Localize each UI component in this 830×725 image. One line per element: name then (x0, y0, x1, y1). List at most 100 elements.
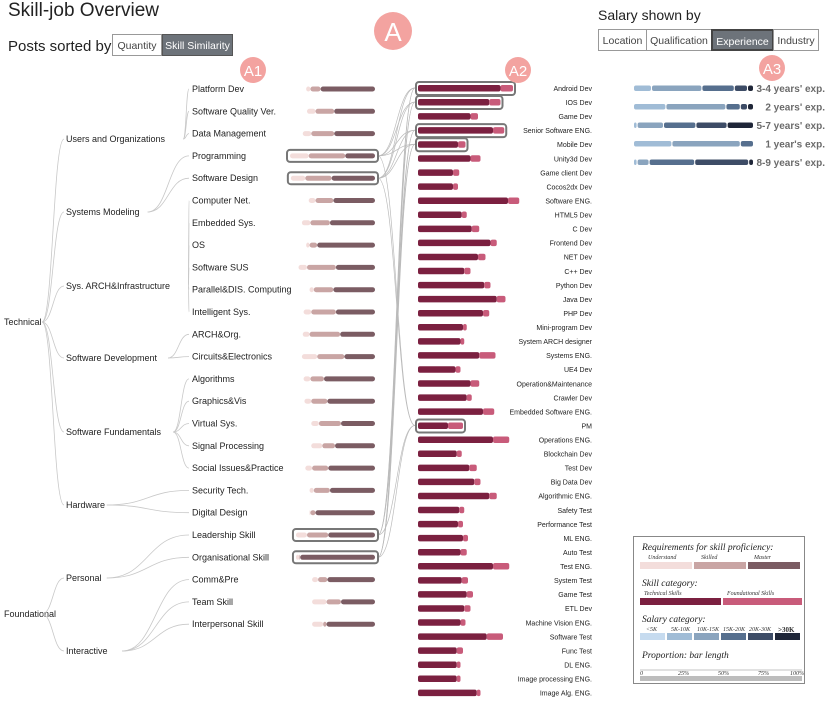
legend-salary-5: >30K (778, 626, 795, 634)
job-bar-foundational (456, 450, 462, 458)
job-bar-technical (418, 408, 483, 415)
tree-link (172, 431, 190, 469)
job-bar-foundational (490, 239, 497, 247)
skill-bar-skilled (318, 577, 328, 583)
legend-salary-swatch (775, 633, 800, 640)
skill-label: Organisational Skill (192, 552, 269, 562)
skill-bar-master (315, 510, 375, 516)
job-bar-foundational (455, 366, 461, 373)
tree-link (182, 88, 190, 140)
tree-link (41, 285, 65, 323)
skill-bar-master (340, 331, 375, 337)
salary-row-label: 2 years' exp. (765, 103, 825, 114)
tree-branch-label: Software Development (66, 353, 158, 363)
salary-experience-button[interactable]: Experience (711, 29, 774, 51)
job-bar-technical (418, 506, 460, 514)
job-bar-foundational (458, 141, 466, 148)
legend: Requirements for skill proficiency: Unde… (633, 536, 805, 684)
marker-a1-circle (240, 57, 266, 83)
skill-job-link (377, 177, 416, 426)
tree-link (167, 333, 190, 359)
job-bar-technical (418, 197, 508, 204)
salary-segment-4 (727, 122, 753, 128)
sort-quantity-button[interactable]: Quantity (112, 34, 162, 56)
job-bar-foundational (456, 661, 461, 668)
salary-segment-3 (695, 159, 749, 165)
skill-bar-understand (295, 554, 300, 560)
skill-bar-skilled (322, 443, 336, 449)
salary-segment-2 (740, 141, 753, 147)
job-bar-technical (418, 141, 458, 148)
job-bar-technical (418, 577, 462, 584)
job-bar-technical (418, 591, 467, 598)
skill-bars: Platform Dev Software Quality Ver. Data Ma… (192, 84, 380, 629)
skill-label: Software Quality Ver. (192, 106, 276, 116)
skill-label: Security Tech. (192, 485, 248, 495)
job-label: Mini-program Dev (536, 325, 592, 332)
job-bar-foundational (464, 267, 471, 275)
skill-bar-master (328, 465, 375, 471)
legend-salary-swatch (694, 633, 719, 640)
skill-bar-master (328, 532, 375, 538)
skill-bar-understand (302, 131, 312, 137)
skill-bar-master (326, 621, 375, 627)
job-label: Android Dev (553, 86, 592, 93)
skill-label: Comm&Pre (192, 575, 239, 585)
tree-link (183, 133, 190, 140)
job-label: Operation&Maintenance (517, 381, 593, 388)
job-label: Test Dev (565, 466, 593, 473)
job-bar-foundational (461, 577, 468, 584)
sort-similarity-button[interactable]: Skill Similarity (162, 34, 233, 56)
skill-bar-master (331, 175, 375, 181)
legend-salary-swatch (667, 633, 692, 640)
salary-industry-button[interactable]: Industry (773, 29, 819, 51)
legend-proportion-title: Proportion: bar length (642, 651, 729, 661)
job-label: Python Dev (556, 283, 593, 290)
tree-link (147, 155, 190, 213)
job-bar-foundational (484, 281, 491, 289)
job-bar-foundational (474, 478, 481, 486)
job-bar-foundational (486, 633, 503, 640)
skill-label: Circuits&Electronics (192, 352, 273, 362)
job-bar-technical (418, 281, 485, 289)
salary-qualification-button[interactable]: Qualification (646, 29, 712, 51)
skill-highlight-box (291, 550, 380, 565)
legend-proficiency-swatch (748, 562, 800, 569)
job-bar-technical (418, 85, 501, 92)
skill-label: Data Management (192, 129, 267, 139)
legend-salary-swatch (748, 633, 773, 640)
skill-bar-understand (295, 532, 307, 538)
skill-bar-understand (312, 621, 324, 627)
skill-bar-master (334, 108, 375, 114)
salary-segment-2 (649, 159, 695, 165)
skill-bar-skilled (299, 554, 301, 560)
job-bar-technical (418, 309, 483, 317)
legend-salary-4: 20K-30K (749, 627, 772, 633)
job-bar-foundational (453, 183, 458, 190)
tree-links: Technical Users and Organizations Systems … (4, 88, 190, 656)
skill-bar-skilled (313, 487, 330, 493)
skill-bar-skilled (310, 510, 316, 516)
salary-segment-4 (748, 104, 753, 110)
job-label: Algorithmic ENG. (538, 494, 592, 501)
job-label: Mobile Dev (557, 142, 593, 149)
skill-bar-master (327, 577, 375, 583)
job-bar-technical (418, 633, 487, 640)
tree-link (182, 110, 190, 140)
salary-segment-0 (634, 85, 651, 91)
page-title: Skill-job Overview (8, 0, 159, 21)
salary-segment-0 (634, 104, 666, 110)
tree-link (106, 504, 190, 514)
job-bars: Android Dev IOS Dev Game Dev Senior Softwar… (415, 81, 593, 698)
skill-bar-understand (312, 599, 327, 605)
job-label: UE4 Dev (564, 367, 593, 374)
job-bar-foundational (493, 436, 510, 443)
job-bar-technical (418, 267, 465, 275)
job-bar-technical (418, 450, 457, 458)
job-bar-technical (418, 534, 463, 542)
tree-link (41, 577, 65, 615)
job-highlight-box (415, 418, 466, 434)
skill-bar-master (327, 398, 375, 404)
skill-bar-master (317, 242, 375, 248)
tree-link (188, 285, 190, 313)
